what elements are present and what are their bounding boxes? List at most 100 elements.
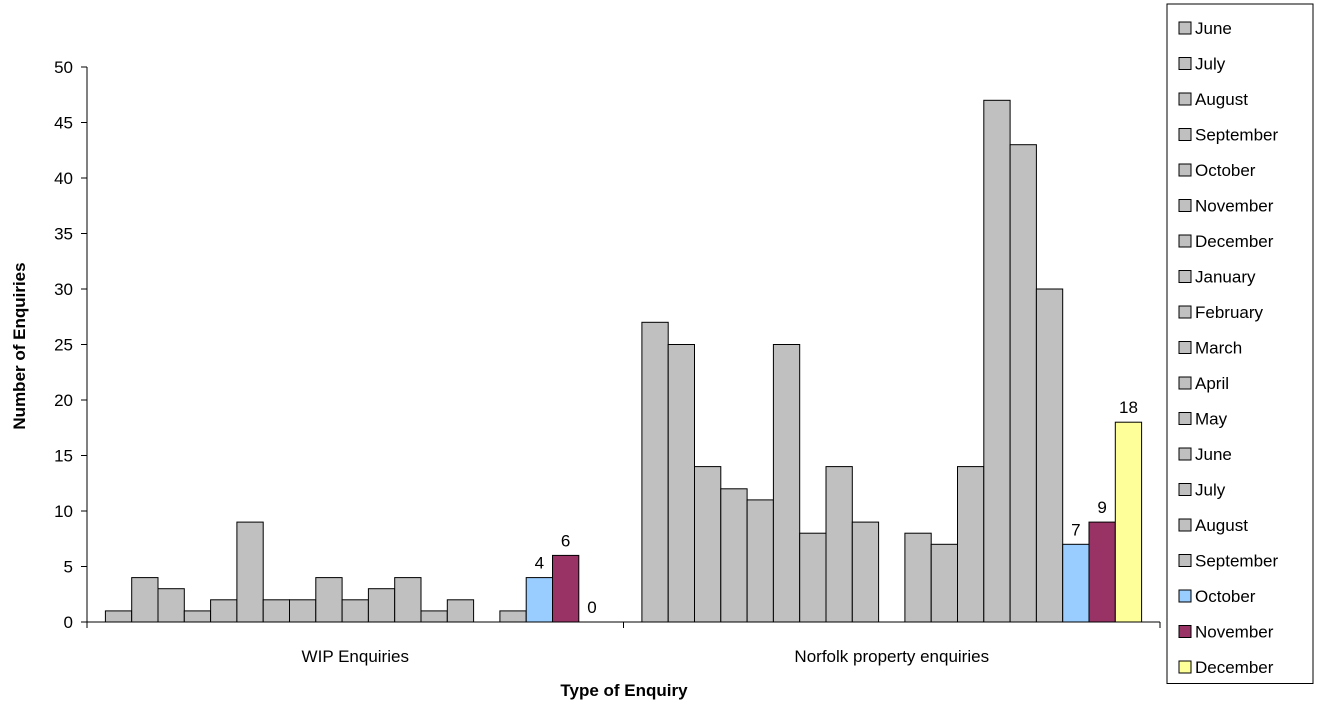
- bar: [746, 499, 774, 623]
- y-tick-label: 10: [54, 502, 73, 521]
- legend-item: June: [1178, 19, 1232, 38]
- bar: [667, 344, 696, 623]
- bar: [1088, 521, 1116, 623]
- legend-item: July: [1178, 481, 1226, 500]
- legend-swatch: [1178, 270, 1192, 283]
- legend-item: August: [1178, 90, 1248, 109]
- legend-item: March: [1178, 339, 1242, 358]
- bar: [341, 599, 369, 623]
- legend-item: June: [1178, 445, 1232, 464]
- legend-item: July: [1178, 55, 1226, 74]
- legend-label: October: [1195, 587, 1256, 606]
- legend-item: September: [1178, 126, 1278, 145]
- y-tick-label: 50: [54, 58, 73, 77]
- y-tick-label: 40: [54, 169, 73, 188]
- legend-label: June: [1195, 445, 1232, 464]
- legend-label: May: [1195, 410, 1228, 429]
- bar: [446, 599, 475, 623]
- legend-swatch: [1178, 554, 1192, 567]
- legend-label: August: [1195, 516, 1248, 535]
- legend-item: October: [1178, 587, 1256, 606]
- data-label: 9: [1097, 498, 1106, 517]
- legend-item: May: [1178, 410, 1228, 429]
- legend-swatch: [1178, 57, 1192, 70]
- bar: [236, 521, 264, 623]
- bar: [930, 543, 959, 623]
- y-tick-label: 15: [54, 447, 73, 466]
- legend-label: October: [1195, 161, 1256, 180]
- bars: [104, 99, 1143, 623]
- bar: [262, 599, 291, 623]
- bar: [157, 588, 185, 623]
- y-tick-label: 0: [64, 613, 73, 632]
- data-labels: 4 7 6 9 0 18: [535, 398, 1138, 617]
- legend-item: December: [1178, 658, 1274, 677]
- legend-item: January: [1178, 268, 1256, 287]
- bar: [904, 532, 932, 623]
- bar: [367, 588, 396, 623]
- legend-swatch: [1178, 92, 1192, 106]
- legend-swatch: [1178, 589, 1192, 603]
- y-tick-label: 20: [54, 391, 73, 410]
- legend-swatch: [1178, 518, 1192, 532]
- legend-item: October: [1178, 161, 1256, 180]
- legend-label: November: [1195, 623, 1274, 642]
- legend-label: June: [1195, 19, 1232, 38]
- x-tick-label: WIP Enquiries: [302, 647, 409, 666]
- legend-label: September: [1195, 552, 1278, 571]
- bar: [1009, 144, 1037, 623]
- bar: [131, 577, 159, 623]
- bar: [694, 466, 722, 623]
- legend-item: February: [1178, 303, 1264, 322]
- y-tick-label: 5: [64, 558, 73, 577]
- legend-swatch: [1178, 341, 1192, 354]
- data-label: 4: [535, 554, 544, 573]
- legend-item: August: [1178, 516, 1248, 535]
- legend-swatch: [1178, 199, 1192, 212]
- y-tick-label: 30: [54, 280, 73, 299]
- y-tick-label: 25: [54, 336, 73, 355]
- legend-swatch: [1178, 660, 1192, 674]
- legend-swatch: [1178, 128, 1192, 141]
- bar: [552, 554, 580, 623]
- bar: [720, 488, 748, 623]
- legend-swatch: [1178, 234, 1192, 248]
- data-label: 18: [1119, 398, 1138, 417]
- legend-label: November: [1195, 197, 1274, 216]
- legend-swatch: [1178, 376, 1192, 390]
- y-tick-label: 45: [54, 114, 73, 133]
- bar: [104, 610, 133, 623]
- legend-label: December: [1195, 232, 1274, 251]
- bar: [851, 521, 880, 623]
- legend-item: November: [1178, 623, 1274, 642]
- legend-label: July: [1195, 481, 1226, 500]
- data-label: 6: [561, 531, 570, 550]
- bar: [1062, 543, 1090, 623]
- bar: [289, 599, 317, 623]
- legend-label: January: [1195, 268, 1256, 287]
- data-label: 7: [1071, 520, 1080, 539]
- legend-swatch: [1178, 625, 1192, 638]
- bar: [315, 577, 343, 623]
- data-label: 0: [587, 598, 596, 617]
- bar: [799, 532, 827, 623]
- bar: [1035, 288, 1064, 623]
- y-axis-title: Number of Enquiries: [10, 262, 29, 429]
- legend-label: August: [1195, 90, 1248, 109]
- legend-label: December: [1195, 658, 1274, 677]
- bar: [499, 610, 527, 623]
- bar: [957, 466, 985, 623]
- bar: [825, 466, 853, 623]
- legend-swatch: [1178, 412, 1192, 425]
- legend-label: February: [1195, 303, 1264, 322]
- bar: [183, 610, 212, 623]
- bar: [1114, 421, 1143, 623]
- legend-swatch: [1178, 447, 1192, 461]
- legend-item: December: [1178, 232, 1274, 251]
- legend-swatch: [1178, 483, 1192, 496]
- legend-item: April: [1178, 374, 1229, 393]
- bar: [394, 577, 422, 623]
